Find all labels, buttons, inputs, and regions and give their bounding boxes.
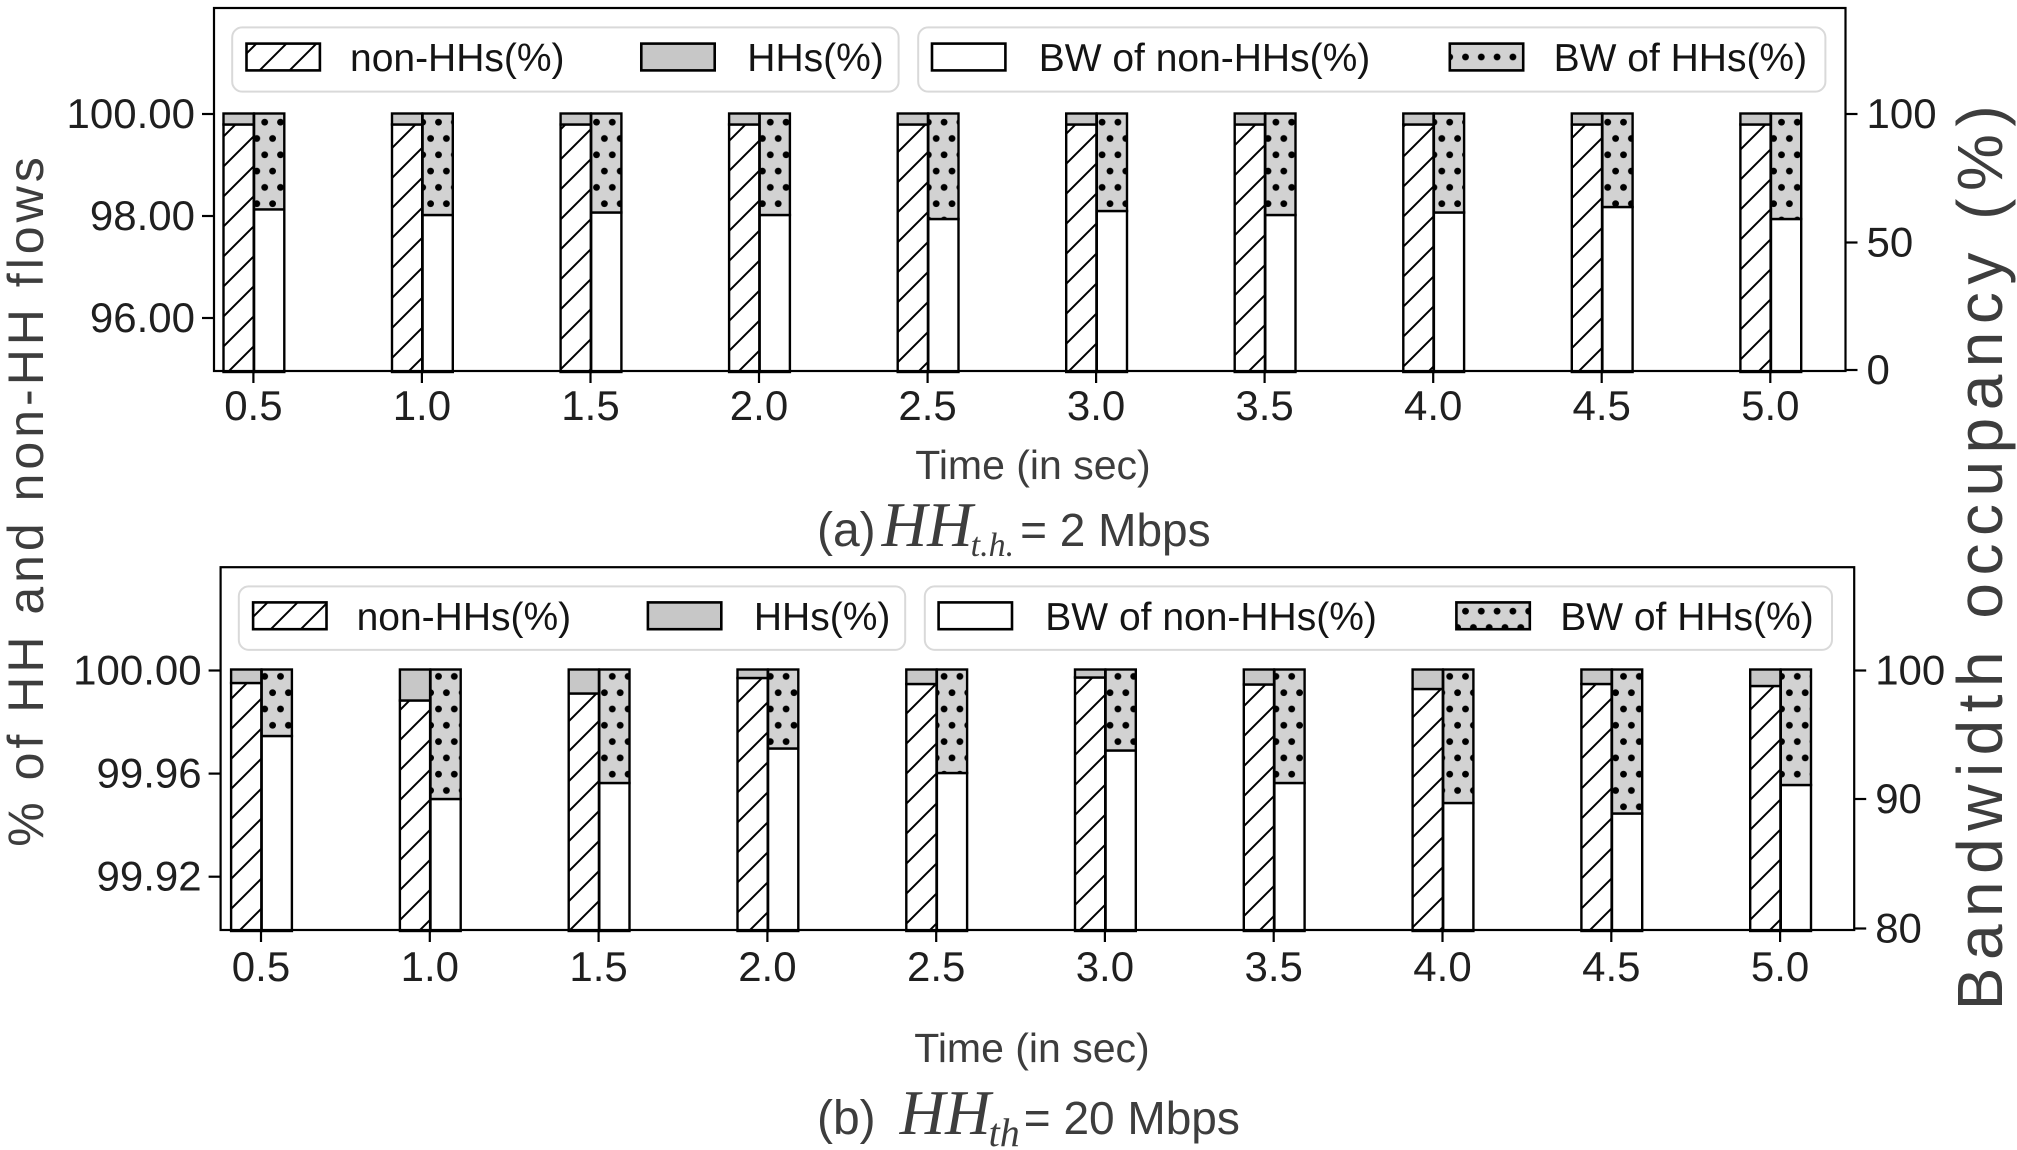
svg-text:4.0: 4.0 — [1404, 382, 1462, 429]
svg-text:99.96: 99.96 — [96, 750, 201, 797]
svg-text:1.0: 1.0 — [393, 382, 451, 429]
svg-text:96.00: 96.00 — [90, 294, 195, 341]
svg-text:Time (in sec): Time (in sec) — [915, 442, 1150, 488]
svg-text:99.92: 99.92 — [96, 853, 201, 900]
svg-text:BW of HHs(%): BW of HHs(%) — [1560, 596, 1814, 639]
svg-text:100: 100 — [1875, 647, 1945, 694]
svg-text:BW of HHs(%): BW of HHs(%) — [1554, 37, 1808, 80]
svg-text:HHs(%): HHs(%) — [747, 37, 883, 80]
svg-text:(b)HHth= 20 Mbps: (b) HHth= 20 Mbps — [817, 1078, 1240, 1150]
svg-text:4.5: 4.5 — [1573, 382, 1631, 429]
svg-text:non-HHs(%): non-HHs(%) — [357, 596, 572, 639]
svg-text:3.0: 3.0 — [1076, 943, 1134, 990]
svg-text:100.00: 100.00 — [73, 647, 201, 694]
svg-text:BW of non-HHs(%): BW of non-HHs(%) — [1045, 596, 1377, 639]
svg-text:non-HHs(%): non-HHs(%) — [350, 37, 565, 80]
svg-text:5.0: 5.0 — [1741, 382, 1799, 429]
svg-text:0.5: 0.5 — [224, 382, 282, 429]
svg-text:100: 100 — [1867, 90, 1937, 137]
svg-text:3.0: 3.0 — [1067, 382, 1125, 429]
svg-text:0: 0 — [1867, 346, 1890, 393]
svg-text:3.5: 3.5 — [1245, 943, 1303, 990]
svg-text:2.5: 2.5 — [907, 943, 965, 990]
svg-text:3.5: 3.5 — [1235, 382, 1293, 429]
svg-text:1.5: 1.5 — [569, 943, 627, 990]
svg-text:50: 50 — [1867, 219, 1914, 266]
svg-text:0.5: 0.5 — [232, 943, 290, 990]
svg-text:98.00: 98.00 — [90, 192, 195, 239]
svg-text:1.5: 1.5 — [561, 382, 619, 429]
svg-text:80: 80 — [1875, 905, 1922, 952]
svg-text:4.5: 4.5 — [1582, 943, 1640, 990]
svg-text:2.5: 2.5 — [898, 382, 956, 429]
svg-text:90: 90 — [1875, 775, 1922, 822]
svg-text:Bandwidth occupancy (%): Bandwidth occupancy (%) — [1944, 98, 2016, 1010]
svg-text:Time (in sec): Time (in sec) — [914, 1025, 1149, 1071]
svg-text:HHs(%): HHs(%) — [754, 596, 890, 639]
svg-text:(a)HHt.h.= 2 Mbps: (a)HHt.h. = 2 Mbps — [817, 490, 1211, 564]
svg-text:1.0: 1.0 — [401, 943, 459, 990]
svg-text:% of HH and non-HH flows: % of HH and non-HH flows — [0, 153, 54, 846]
svg-text:2.0: 2.0 — [738, 943, 796, 990]
svg-text:2.0: 2.0 — [730, 382, 788, 429]
svg-text:100.00: 100.00 — [67, 90, 195, 137]
svg-text:5.0: 5.0 — [1751, 943, 1809, 990]
svg-text:BW of non-HHs(%): BW of non-HHs(%) — [1039, 37, 1371, 80]
svg-text:4.0: 4.0 — [1413, 943, 1471, 990]
